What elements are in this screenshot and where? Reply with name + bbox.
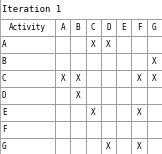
Text: X: X — [152, 57, 156, 66]
Text: X: X — [106, 40, 111, 49]
Text: A: A — [61, 23, 65, 32]
Text: C: C — [91, 23, 96, 32]
Text: G: G — [2, 142, 6, 151]
Text: A: A — [2, 40, 6, 49]
Text: C: C — [2, 74, 6, 83]
Text: X: X — [137, 142, 141, 151]
Text: B: B — [76, 23, 80, 32]
Text: D: D — [2, 91, 6, 100]
Text: G: G — [152, 23, 156, 32]
Text: X: X — [76, 74, 80, 83]
Text: E: E — [122, 23, 126, 32]
Text: E: E — [2, 108, 6, 117]
Text: X: X — [106, 142, 111, 151]
Text: F: F — [2, 125, 6, 134]
Text: X: X — [152, 74, 156, 83]
Text: X: X — [91, 40, 96, 49]
Text: B: B — [2, 57, 6, 66]
Text: X: X — [137, 108, 141, 117]
Text: Activity: Activity — [9, 23, 46, 32]
Text: X: X — [137, 74, 141, 83]
Text: D: D — [106, 23, 111, 32]
Text: Iteration 1: Iteration 1 — [2, 5, 61, 14]
Text: F: F — [137, 23, 141, 32]
Text: X: X — [61, 74, 65, 83]
Text: X: X — [91, 108, 96, 117]
Text: X: X — [76, 91, 80, 100]
